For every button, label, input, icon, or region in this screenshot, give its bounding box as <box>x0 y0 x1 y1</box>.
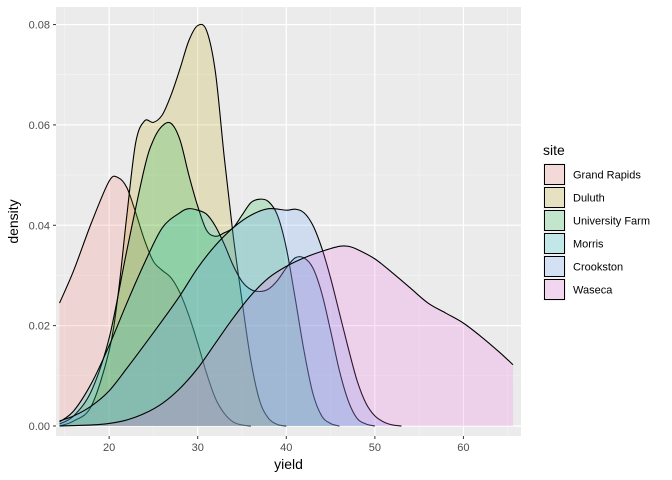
y-tick-label: 0.08 <box>29 20 50 32</box>
density-area-morris <box>59 208 375 426</box>
legend-key-bg <box>543 186 566 209</box>
legend-title: site <box>543 142 565 158</box>
density-line-grand-rapids <box>59 175 251 427</box>
legend-key-grand-rapids <box>544 164 565 185</box>
x-tick-label: 60 <box>457 442 469 454</box>
legend-key-morris <box>544 233 565 254</box>
legend-label-crookston: Crookston <box>573 262 623 274</box>
legend-label-university-farm: University Farm <box>573 216 650 228</box>
y-axis-title: density <box>5 199 21 243</box>
legend-label-waseca: Waseca <box>573 285 613 297</box>
density-area-university-farm <box>59 122 340 426</box>
density-line-waseca <box>59 245 514 427</box>
legend-label-duluth: Duluth <box>573 193 605 205</box>
x-axis-title: yield <box>274 456 303 472</box>
x-tick-label: 20 <box>103 442 115 454</box>
legend-label-morris: Morris <box>573 239 604 251</box>
x-tick-label: 30 <box>192 442 204 454</box>
y-tick-label: 0.00 <box>29 421 50 433</box>
density-line-university-farm <box>59 121 340 427</box>
density-area-crookston <box>59 208 402 426</box>
density-area-duluth <box>59 24 287 426</box>
y-tick-label: 0.06 <box>29 120 50 132</box>
panel-background <box>56 7 521 436</box>
legend-key-university-farm <box>544 210 565 231</box>
y-tick-label: 0.02 <box>29 321 50 333</box>
legend-label-grand-rapids: Grand Rapids <box>573 170 641 182</box>
density-area-waseca <box>59 245 514 426</box>
x-tick-label: 40 <box>280 442 292 454</box>
legend-key-duluth <box>544 187 565 208</box>
legend-key-crookston <box>544 256 565 277</box>
legend-key-bg <box>543 163 566 186</box>
x-tick-label: 50 <box>369 442 381 454</box>
density-area-grand-rapids <box>59 176 251 426</box>
y-tick-label: 0.04 <box>29 220 50 232</box>
density-line-morris <box>59 208 375 427</box>
legend-key-bg <box>543 278 566 301</box>
legend-key-bg <box>543 232 566 255</box>
legend-key-waseca <box>544 279 565 300</box>
legend-key-bg <box>543 209 566 232</box>
legend: site Grand Rapids Duluth University Farm Mo… <box>543 142 650 301</box>
density-line-crookston <box>59 207 402 427</box>
legend-key-bg <box>543 255 566 278</box>
axes: 20 30 40 50 60 0.00 0.02 0.04 0.06 0.08 <box>29 20 470 454</box>
minor-grid <box>56 7 521 436</box>
major-grid <box>56 7 521 436</box>
density-layer <box>59 23 514 427</box>
